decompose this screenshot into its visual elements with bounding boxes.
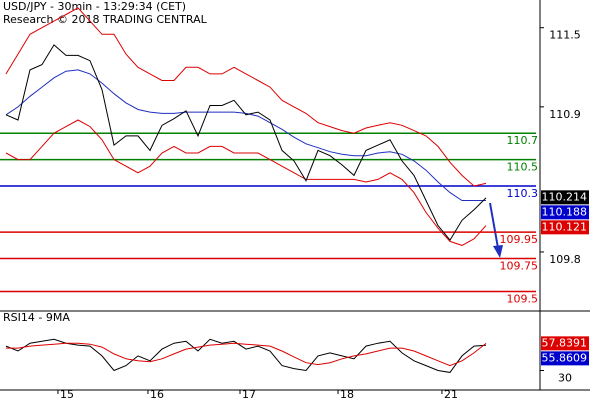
- x-tick-label: 18: [340, 388, 354, 400]
- rsi-title: RSI14 - 9MA: [3, 311, 70, 324]
- price-marker-label: 110.121: [542, 220, 588, 233]
- x-tick-label: 15: [60, 388, 74, 400]
- x-tick-label: 21: [444, 388, 458, 400]
- x-tick-label: 16: [150, 388, 164, 400]
- y-tick-label: 30: [558, 372, 572, 385]
- series-line: [5, 44, 487, 241]
- level-label: 110.3: [507, 187, 539, 200]
- chart-title: USD/JPY - 30min - 13:29:34 (CET): [3, 0, 186, 13]
- series-line: [5, 119, 487, 246]
- forecast-arrow: [489, 202, 503, 258]
- price-marker: [541, 190, 589, 205]
- level-label: 109.5: [507, 293, 539, 306]
- chart-subtitle: Research © 2018 TRADING CENTRAL: [3, 13, 208, 26]
- level-label: 109.95: [500, 233, 539, 246]
- price-marker-label: 110.188: [542, 205, 588, 218]
- price-marker-label: 55.8609: [542, 351, 588, 364]
- series-line: [6, 342, 487, 367]
- y-tick-label: 109.8: [549, 253, 581, 266]
- level-label: 109.75: [500, 260, 539, 273]
- price-marker-label: 57.8391: [542, 336, 588, 349]
- series-line: [5, 69, 486, 201]
- price-marker-label: 110.214: [542, 190, 588, 203]
- x-tick-label: 17: [242, 388, 256, 400]
- price-marker: [541, 351, 589, 366]
- price-marker: [541, 205, 589, 220]
- price-marker: [541, 336, 589, 351]
- series-line: [5, 338, 487, 373]
- y-tick-label: 111.5: [549, 29, 581, 42]
- level-label: 110.5: [507, 161, 539, 174]
- series-line: [5, 7, 487, 187]
- price-marker: [541, 220, 589, 235]
- level-label: 110.7: [507, 134, 539, 147]
- y-tick-label: 110.9: [549, 108, 581, 121]
